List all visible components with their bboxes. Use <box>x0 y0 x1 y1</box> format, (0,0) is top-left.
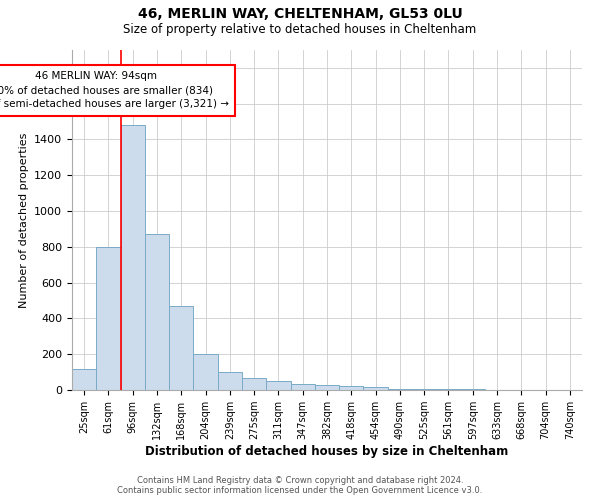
Bar <box>96 247 121 390</box>
Bar <box>266 381 290 390</box>
Text: 46 MERLIN WAY: 94sqm
← 20% of detached houses are smaller (834)
80% of semi-deta: 46 MERLIN WAY: 94sqm ← 20% of detached h… <box>0 72 229 110</box>
Text: 46, MERLIN WAY, CHELTENHAM, GL53 0LU: 46, MERLIN WAY, CHELTENHAM, GL53 0LU <box>137 8 463 22</box>
Bar <box>218 372 242 390</box>
Bar <box>242 378 266 390</box>
Bar <box>412 389 436 390</box>
Bar <box>121 125 145 390</box>
Bar <box>72 368 96 390</box>
Bar <box>290 384 315 390</box>
Bar <box>145 234 169 390</box>
Text: Contains HM Land Registry data © Crown copyright and database right 2024.
Contai: Contains HM Land Registry data © Crown c… <box>118 476 482 495</box>
Bar <box>339 386 364 390</box>
Bar <box>315 384 339 390</box>
Bar <box>193 354 218 390</box>
Bar <box>169 306 193 390</box>
X-axis label: Distribution of detached houses by size in Cheltenham: Distribution of detached houses by size … <box>145 445 509 458</box>
Bar <box>388 388 412 390</box>
Bar <box>364 388 388 390</box>
Y-axis label: Number of detached properties: Number of detached properties <box>19 132 29 308</box>
Text: Size of property relative to detached houses in Cheltenham: Size of property relative to detached ho… <box>124 22 476 36</box>
